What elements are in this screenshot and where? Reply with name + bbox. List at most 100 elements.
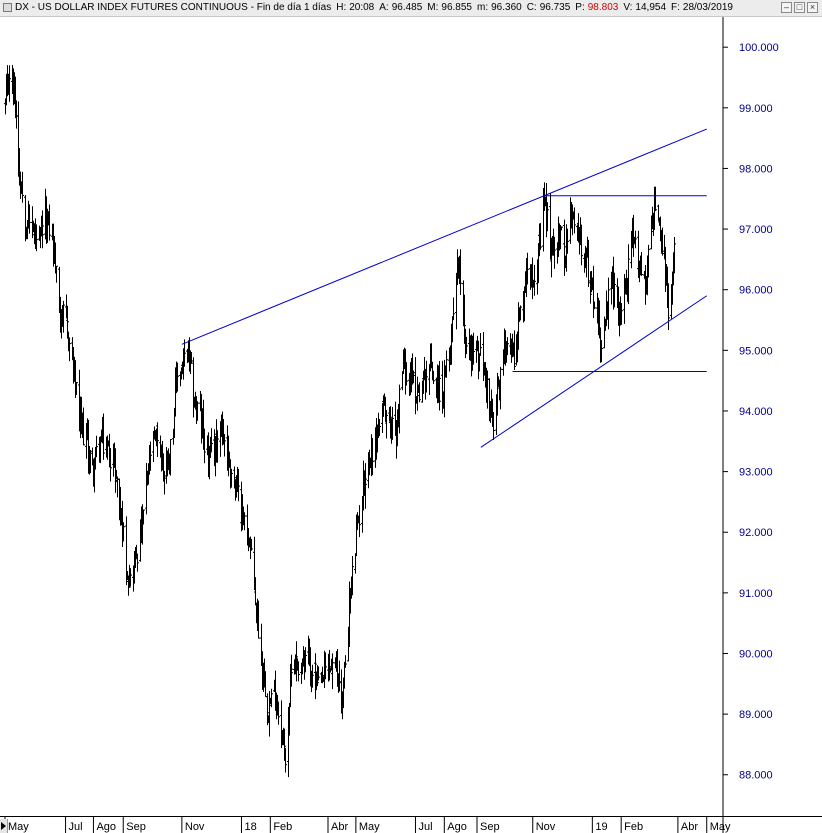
window-menu-icon[interactable] xyxy=(3,3,12,12)
title-text: DX - US DOLLAR INDEX FUTURES CONTINUOUS … xyxy=(15,2,733,13)
ohlc-bar xyxy=(250,538,253,551)
ohlc-bar xyxy=(391,406,394,440)
ohlc-bar xyxy=(233,466,236,489)
ohlc-bar xyxy=(513,330,516,371)
ohlc-bar xyxy=(465,336,468,355)
ohlc-bar xyxy=(223,433,226,457)
x-tick-label: May xyxy=(710,821,731,833)
ohlc-bar xyxy=(398,384,401,434)
x-tick-label: Nov xyxy=(536,821,556,833)
field-value: 96.360 xyxy=(491,2,522,13)
title-separator: - xyxy=(28,2,38,13)
ohlc-bar xyxy=(26,219,29,240)
maximize-icon[interactable]: □ xyxy=(794,2,805,13)
x-axis: May Jul Ago Sep Nov 18 Feb Abr May Jul Ago Sep Nov 19… xyxy=(4,816,731,833)
ohlc-bar xyxy=(546,202,549,232)
x-tick-label: May xyxy=(8,821,29,833)
close-icon[interactable]: × xyxy=(807,2,818,13)
x-tick-label: 19 xyxy=(595,821,607,833)
x-tick-label: Jul xyxy=(69,821,83,833)
ohlc-bar xyxy=(445,350,448,378)
ohlc-bar xyxy=(75,382,78,395)
symbol: DX xyxy=(15,2,29,13)
ohlc-bar xyxy=(650,215,653,250)
field-label: M: xyxy=(427,2,439,13)
ohlc-bar xyxy=(351,555,354,596)
ohlc-bar xyxy=(227,435,230,477)
ohlc-bar xyxy=(496,372,499,416)
ohlc-bar xyxy=(257,600,260,639)
ohlc-bar xyxy=(210,428,213,453)
ohlc-bar xyxy=(472,332,475,365)
ohlc-bar xyxy=(196,401,199,421)
ohlc-bar xyxy=(142,509,145,525)
ohlc-bar xyxy=(169,438,172,476)
ohlc-bar xyxy=(21,171,24,203)
ohlc-bar xyxy=(385,410,388,439)
field-value: 96.855 xyxy=(441,2,472,13)
ohlc-bar xyxy=(290,654,293,683)
x-tick-label: Feb xyxy=(273,821,292,833)
triangle-right-icon xyxy=(1,822,6,830)
title-bar[interactable]: DX - US DOLLAR INDEX FUTURES CONTINUOUS … xyxy=(0,0,822,17)
minimize-icon[interactable]: – xyxy=(781,2,792,13)
trendlines xyxy=(181,128,708,448)
field-value: 96.735 xyxy=(539,2,571,13)
scroll-left-button[interactable] xyxy=(0,819,8,833)
ohlc-bar xyxy=(8,65,11,102)
y-tick-label: 91.000 xyxy=(739,588,773,600)
ohlc-bar xyxy=(295,641,298,682)
field-label: m: xyxy=(477,2,489,13)
ohlc-bar xyxy=(589,271,592,304)
ohlc-bar xyxy=(48,204,51,241)
y-tick-label: 90.000 xyxy=(739,648,773,660)
x-tick-label: Sep xyxy=(480,821,500,833)
ohlc-bar xyxy=(613,273,616,308)
field-label: F: xyxy=(671,2,680,13)
ohlc-bar xyxy=(31,206,34,239)
ohlc-bar xyxy=(216,430,219,463)
ohlc-bar xyxy=(28,204,31,234)
ohlc-bar xyxy=(673,236,676,274)
x-tick-label: Jul xyxy=(418,821,432,833)
ohlc-bar xyxy=(316,665,319,687)
ohlc-bar xyxy=(62,300,65,333)
y-tick-label: 97.000 xyxy=(739,224,773,236)
ohlc-bar xyxy=(371,437,374,476)
ohlc-bar xyxy=(68,337,71,362)
ohlc-bar xyxy=(311,664,314,688)
ohlc-bar xyxy=(297,661,300,682)
ohlc-bar xyxy=(506,337,509,356)
x-tick-label: Ago xyxy=(447,821,467,833)
ohlc-bar xyxy=(378,419,381,437)
ohlc-bar xyxy=(176,362,179,392)
ohlc-bar xyxy=(492,411,495,440)
y-axis: 100.000 99.000 98.000 97.000 96.000 95.000 94.… xyxy=(723,42,779,782)
ohlc-bar xyxy=(41,210,44,249)
ohlc-bar xyxy=(156,422,159,457)
ohlc-bar xyxy=(136,553,139,572)
field-label: H: xyxy=(336,2,347,13)
ohlc-bar xyxy=(149,441,152,471)
y-tick-label: 99.000 xyxy=(739,103,773,115)
ohlc-bar xyxy=(331,653,334,690)
ohlc-bar xyxy=(122,522,125,542)
ohlc-bar xyxy=(102,413,105,460)
ohlc-bar xyxy=(89,449,92,474)
x-tick-label: Abr xyxy=(331,821,348,833)
x-tick-label: Nov xyxy=(185,821,205,833)
ohlc-bar xyxy=(526,252,529,285)
ohlc-bar xyxy=(580,224,583,266)
upper-trendline[interactable] xyxy=(181,128,707,345)
ohlc-bar xyxy=(425,360,428,393)
ohlc-bar xyxy=(566,228,569,254)
ohlc-bar xyxy=(324,652,327,680)
ohlc-bar xyxy=(317,666,320,681)
y-tick-label: 89.000 xyxy=(739,709,773,721)
ohlc-bar xyxy=(183,339,186,367)
ohlc-bar xyxy=(587,239,590,288)
ohlc-bar xyxy=(129,568,132,587)
x-tick-label: Abr xyxy=(681,821,698,833)
ohlc-bar xyxy=(553,236,556,269)
